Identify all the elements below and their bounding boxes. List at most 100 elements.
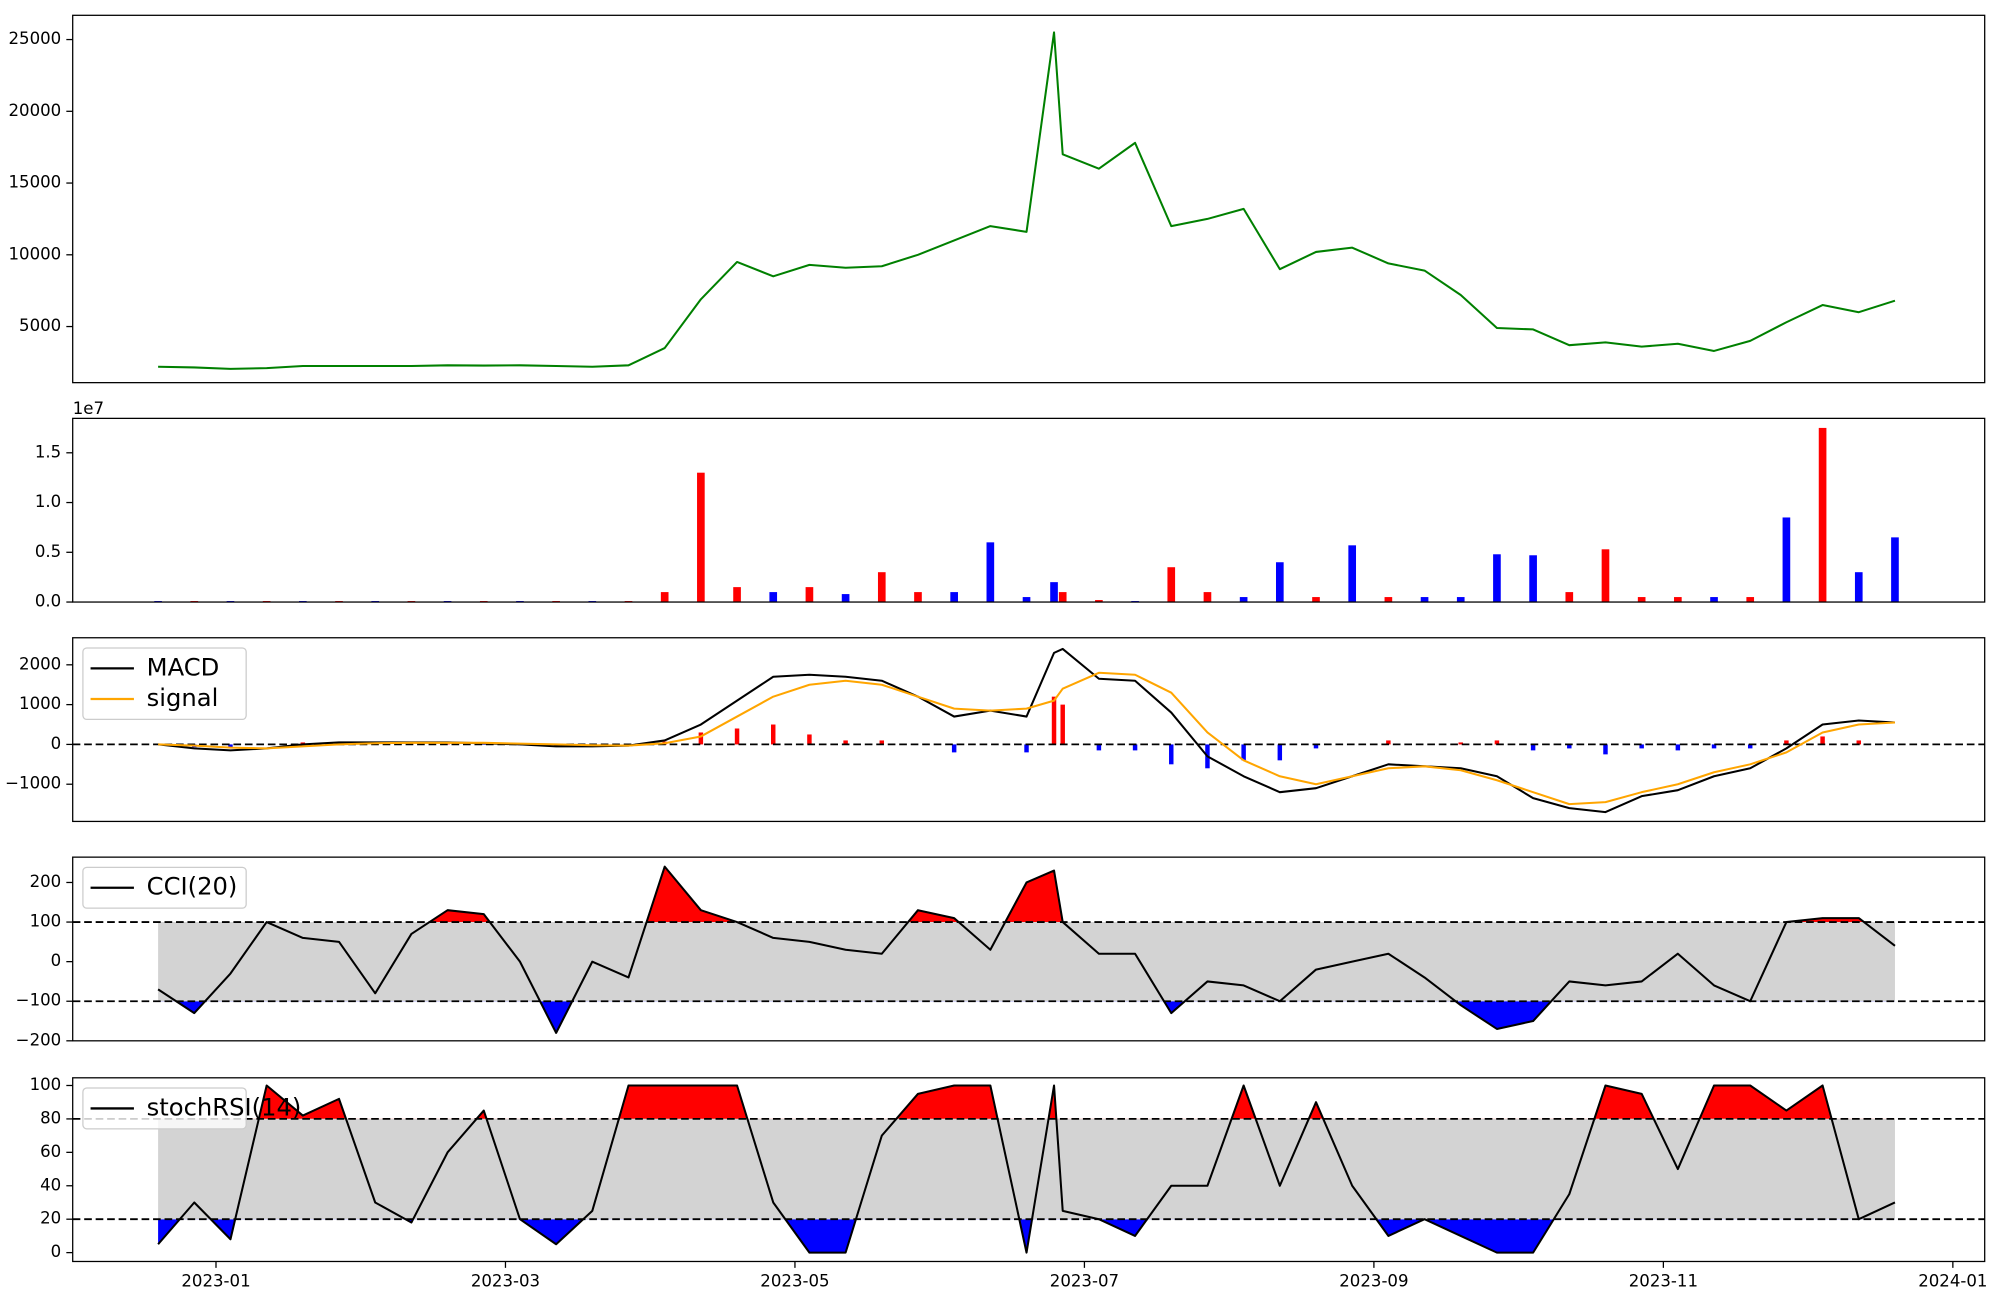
bar — [1096, 744, 1102, 751]
legend-box — [82, 647, 247, 721]
bar — [1050, 582, 1058, 603]
y-tick-label: 0 — [51, 734, 62, 753]
y-tick-label: 60 — [40, 1142, 61, 1161]
panel-frame — [72, 637, 1986, 823]
y-tick-label: 1.0 — [35, 492, 61, 511]
bar — [950, 592, 958, 603]
indicator-line — [158, 671, 1896, 806]
panel — [154, 427, 1899, 603]
panel — [72, 865, 1985, 1034]
y-tick-label: 200 — [30, 872, 62, 891]
bar — [1456, 597, 1465, 603]
legend-label: MACD — [147, 653, 220, 681]
y-tick-label: 0.5 — [35, 542, 61, 561]
bar — [1567, 744, 1572, 749]
bar — [1820, 736, 1825, 745]
legend-label: CCI(20) — [147, 873, 238, 901]
bar — [1169, 744, 1174, 765]
y-tick-label: 10000 — [8, 244, 61, 263]
bar — [1277, 744, 1283, 761]
panel-frame — [72, 417, 1986, 603]
bar — [1856, 740, 1862, 745]
bar — [1784, 740, 1789, 745]
y-tick-label: 1.5 — [35, 442, 61, 461]
y-tick-label: 100 — [30, 912, 62, 931]
bar — [843, 740, 848, 745]
bar — [733, 587, 741, 603]
legend-box — [82, 1087, 247, 1130]
bar — [1348, 545, 1357, 603]
bar — [1747, 744, 1753, 749]
bar — [1275, 562, 1284, 603]
overbought-fill — [258, 1085, 1832, 1119]
bar — [879, 740, 885, 745]
bar — [951, 744, 957, 753]
legend-box — [82, 866, 247, 909]
bar — [698, 732, 704, 745]
bar — [1132, 744, 1138, 751]
bar — [1095, 600, 1103, 603]
panel — [72, 1084, 1985, 1254]
indicator-line — [157, 865, 1896, 1034]
x-tick-label: 2024-01 — [1918, 1271, 1987, 1290]
y-tick-label: −200 — [16, 1030, 62, 1049]
bar — [1782, 517, 1791, 603]
bar — [1051, 696, 1057, 745]
panel — [158, 31, 1896, 370]
y-tick-label: 1000 — [19, 694, 61, 713]
bar — [769, 592, 778, 603]
bar — [1312, 597, 1320, 603]
bar — [914, 592, 922, 603]
bar — [1818, 427, 1827, 603]
bar — [660, 592, 669, 603]
price-line — [158, 31, 1896, 370]
bar — [1746, 597, 1755, 603]
indicator-line — [157, 647, 1896, 814]
bar — [1493, 554, 1501, 603]
bar — [1891, 537, 1899, 603]
y-tick-label: 0 — [51, 951, 62, 970]
bar — [734, 728, 740, 745]
x-tick-label: 2023-05 — [760, 1271, 829, 1290]
bar — [1384, 597, 1393, 603]
bar — [1022, 597, 1031, 603]
legend-label: stochRSI(14) — [147, 1093, 302, 1121]
bar — [1601, 549, 1610, 603]
bar — [1710, 597, 1718, 603]
x-tick-label: 2023-11 — [1629, 1271, 1698, 1290]
bar — [1420, 597, 1429, 603]
bar — [1203, 592, 1212, 603]
bar — [1058, 592, 1067, 603]
bar — [805, 587, 814, 603]
offset-label: 1e7 — [73, 399, 104, 418]
bar — [1494, 740, 1500, 745]
bar — [1854, 572, 1863, 603]
bar — [1239, 597, 1248, 603]
bar — [1565, 592, 1574, 603]
y-tick-label: 0.0 — [35, 592, 61, 611]
bar — [1603, 744, 1608, 755]
bar — [1639, 744, 1644, 749]
y-tick-label: 0 — [51, 1242, 62, 1261]
bar — [986, 542, 995, 603]
neutral-band — [158, 922, 1895, 1002]
y-tick-label: 20000 — [8, 101, 61, 120]
neutral-band — [158, 1118, 1895, 1220]
y-tick-label: 2000 — [19, 654, 61, 673]
bar — [841, 594, 850, 603]
bar — [1529, 555, 1537, 603]
legend-label: signal — [147, 684, 219, 712]
panel-frame — [72, 1077, 1986, 1263]
bar — [1386, 740, 1391, 745]
bar — [1675, 744, 1681, 751]
bar — [1313, 744, 1319, 749]
x-tick-label: 2023-09 — [1339, 1271, 1408, 1290]
bar — [1530, 744, 1536, 751]
bar — [1060, 704, 1065, 745]
oversold-fill — [158, 1219, 1895, 1253]
bar — [877, 572, 886, 603]
bar — [1711, 744, 1717, 749]
bar — [1637, 597, 1646, 603]
indicator-line — [157, 1084, 1896, 1254]
